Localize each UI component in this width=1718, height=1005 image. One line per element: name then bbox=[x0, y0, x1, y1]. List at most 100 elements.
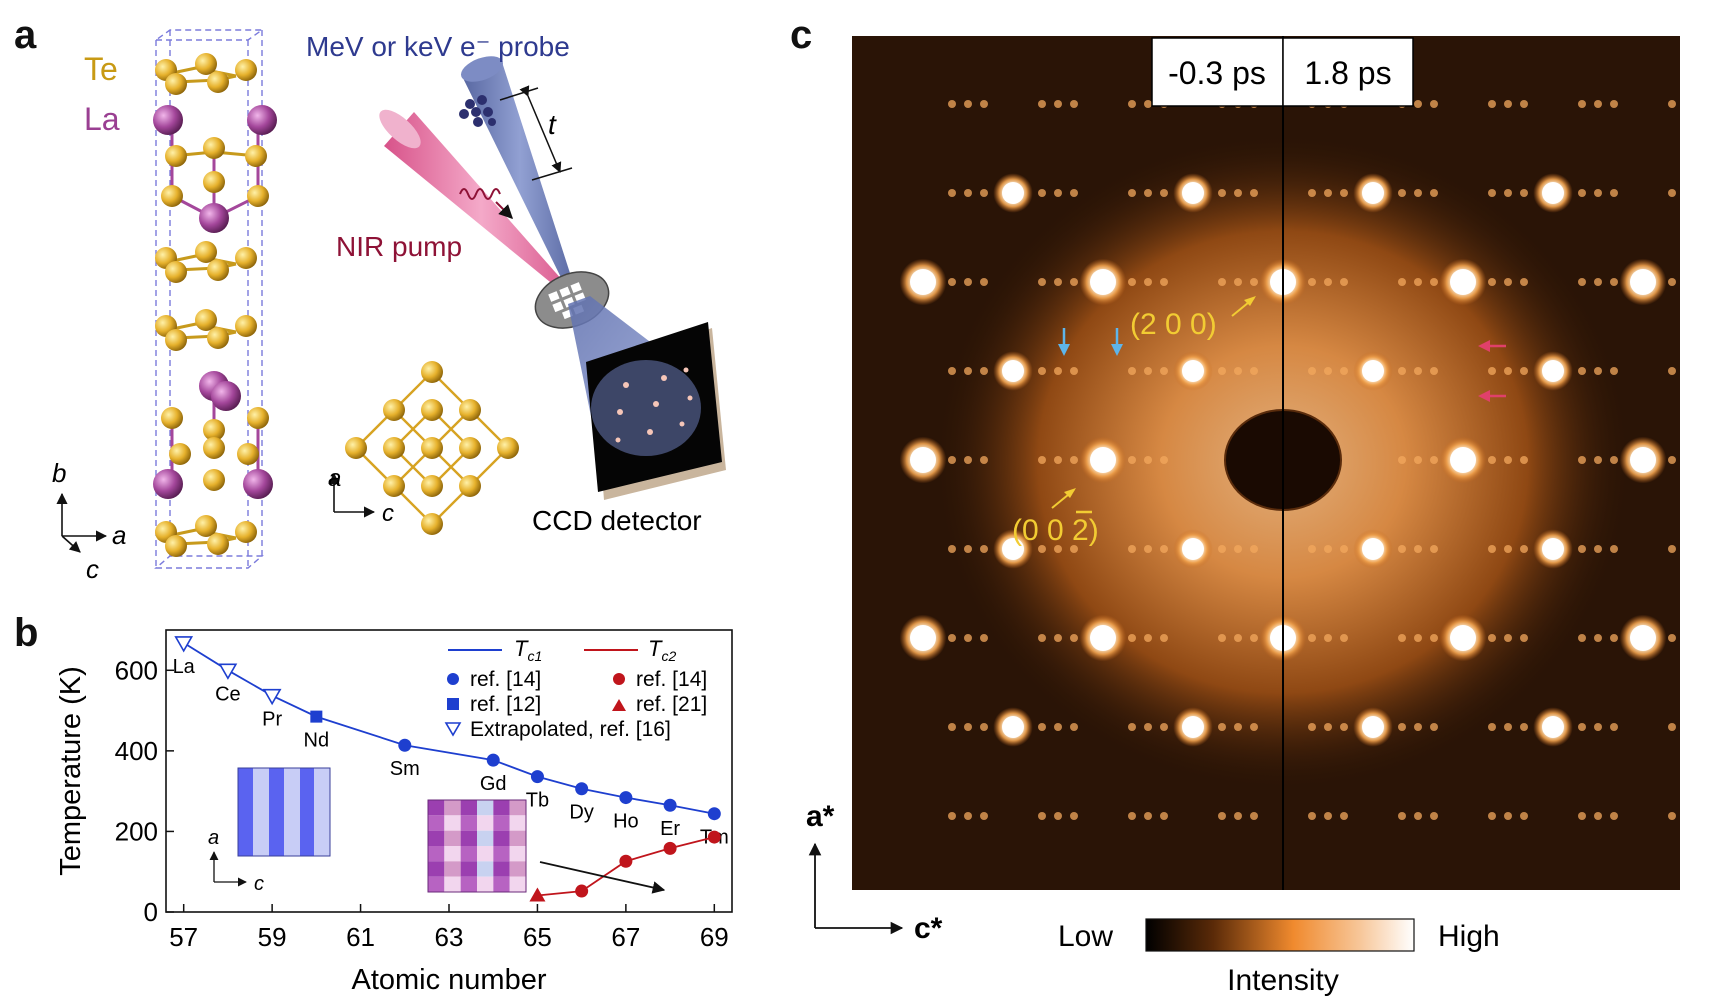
checker-cell bbox=[428, 800, 445, 816]
time-labels bbox=[1151, 37, 1414, 107]
data-point bbox=[530, 770, 544, 784]
cdw-satellite-spot bbox=[1160, 545, 1168, 553]
data-point bbox=[575, 782, 589, 796]
cdw-satellite-spot bbox=[1488, 723, 1496, 731]
checker-cell bbox=[509, 800, 526, 816]
temperature-chart: 57 59 61 63 65 67 69 0 200 400 600 La Ce Pr Nd Sm Gd Tb Dy… bbox=[115, 629, 733, 952]
cdw-satellite-spot bbox=[1594, 634, 1602, 642]
diffraction-spot-core bbox=[1630, 269, 1656, 295]
cdw-satellite-spot bbox=[1610, 367, 1618, 375]
diffraction-spot-core bbox=[1542, 360, 1564, 382]
cdw-satellite-spot bbox=[1054, 367, 1062, 375]
cdw-satellite-spot bbox=[1398, 545, 1406, 553]
cdw-satellite-spot bbox=[1218, 367, 1226, 375]
crystal-structure bbox=[153, 53, 277, 557]
te-atom bbox=[169, 443, 191, 465]
te-atom bbox=[235, 59, 257, 81]
axis-a-label: a bbox=[112, 520, 126, 550]
te-atom bbox=[459, 437, 481, 459]
cdw-satellite-spot bbox=[1250, 278, 1258, 286]
la-atom bbox=[211, 381, 241, 411]
te-atom bbox=[421, 513, 443, 535]
cdw-satellite-spot bbox=[1430, 100, 1438, 108]
point-label: Dy bbox=[569, 802, 593, 824]
checker-cell bbox=[477, 846, 494, 862]
cdw-satellite-spot bbox=[1520, 456, 1528, 464]
cdw-satellite-spot bbox=[1250, 723, 1258, 731]
cdw-satellite-spot bbox=[964, 545, 972, 553]
cdw-satellite-spot bbox=[1398, 278, 1406, 286]
cdw-satellite-spot bbox=[1128, 723, 1136, 731]
legend-extrapolated: Extrapolated, ref. [16] bbox=[470, 718, 671, 741]
cdw-satellite-spot bbox=[1430, 545, 1438, 553]
te-atom bbox=[207, 533, 229, 555]
cdw-satellite-spot bbox=[1160, 189, 1168, 197]
peak-002-label: (0 0 2) bbox=[1012, 514, 1099, 547]
cdw-satellite-spot bbox=[1070, 723, 1078, 731]
te-atom bbox=[247, 407, 269, 429]
diffraction-spot-core bbox=[1362, 716, 1384, 738]
cdw-satellite-spot bbox=[1234, 545, 1242, 553]
cdw-satellite-spot bbox=[1430, 634, 1438, 642]
cdw-satellite-spot bbox=[1578, 812, 1586, 820]
cdw-satellite-spot bbox=[1430, 367, 1438, 375]
legend-ref12: ref. [12] bbox=[470, 693, 541, 716]
cdw-satellite-spot bbox=[964, 189, 972, 197]
cdw-satellite-spot bbox=[1610, 278, 1618, 286]
te-square-net bbox=[345, 361, 519, 535]
diffraction-spot-core bbox=[1002, 360, 1024, 382]
cdw-satellite-spot bbox=[1610, 189, 1618, 197]
colorbar-high-label: High bbox=[1438, 920, 1500, 953]
legend-te-label: Te bbox=[84, 51, 118, 87]
checker-cell bbox=[477, 861, 494, 877]
checker-cell bbox=[509, 846, 526, 862]
cdw-satellite-spot bbox=[1578, 189, 1586, 197]
panel-a-letter: a bbox=[14, 13, 37, 57]
peak-200-label: (2 0 0) bbox=[1130, 308, 1217, 341]
cdw-satellite-spot bbox=[1610, 723, 1618, 731]
cdw-satellite-spot bbox=[1054, 545, 1062, 553]
te-atom bbox=[195, 515, 217, 537]
diffraction-spot-core bbox=[1630, 625, 1656, 651]
data-point bbox=[529, 887, 546, 902]
cdw-satellite-spot bbox=[964, 278, 972, 286]
detector-label: CCD detector bbox=[532, 505, 702, 536]
cdw-satellite-spot bbox=[1594, 367, 1602, 375]
cdw-satellite-spot bbox=[1340, 634, 1348, 642]
diffraction-spot-core bbox=[1542, 182, 1564, 204]
cdw-satellite-spot bbox=[1038, 723, 1046, 731]
cdw-satellite-spot bbox=[1668, 545, 1676, 553]
cdw-satellite-spot bbox=[1308, 634, 1316, 642]
cdw-satellite-spot bbox=[1218, 812, 1226, 820]
cdw-satellite-spot bbox=[1144, 189, 1152, 197]
point-label: Pr bbox=[262, 709, 282, 731]
point-label: Sm bbox=[390, 758, 420, 780]
inset-axis-a: a bbox=[208, 827, 219, 849]
cdw-satellite-spot bbox=[1520, 812, 1528, 820]
cdw-satellite-spot bbox=[948, 723, 956, 731]
cdw-satellite-spot bbox=[1160, 456, 1168, 464]
diffraction-spot-core bbox=[1450, 447, 1476, 473]
cdw-satellite-spot bbox=[1340, 723, 1348, 731]
cdw-satellite-spot bbox=[1250, 367, 1258, 375]
te-atom bbox=[161, 185, 183, 207]
cdw-satellite-spot bbox=[1324, 812, 1332, 820]
cdw-satellite-spot bbox=[1234, 367, 1242, 375]
cdw-satellite-spot bbox=[1504, 634, 1512, 642]
cdw-satellite-spot bbox=[1594, 278, 1602, 286]
legend-ref14-red: ref. [14] bbox=[636, 668, 707, 691]
checker-cell bbox=[444, 846, 461, 862]
cdw-satellite-spot bbox=[1054, 189, 1062, 197]
cdw-satellite-spot bbox=[1430, 456, 1438, 464]
te-atom bbox=[203, 437, 225, 459]
checker-cell bbox=[444, 815, 461, 831]
checker-cell bbox=[460, 861, 477, 877]
legend-tc1-sub: c1 bbox=[527, 648, 542, 664]
cdw-satellite-spot bbox=[948, 189, 956, 197]
te-atom bbox=[203, 469, 225, 491]
cdw-satellite-spot bbox=[1668, 723, 1676, 731]
trend-arrow bbox=[539, 861, 666, 894]
y-tick-label: 200 bbox=[115, 816, 158, 846]
cdw-satellite-spot bbox=[1578, 456, 1586, 464]
colorbar bbox=[1145, 918, 1415, 952]
